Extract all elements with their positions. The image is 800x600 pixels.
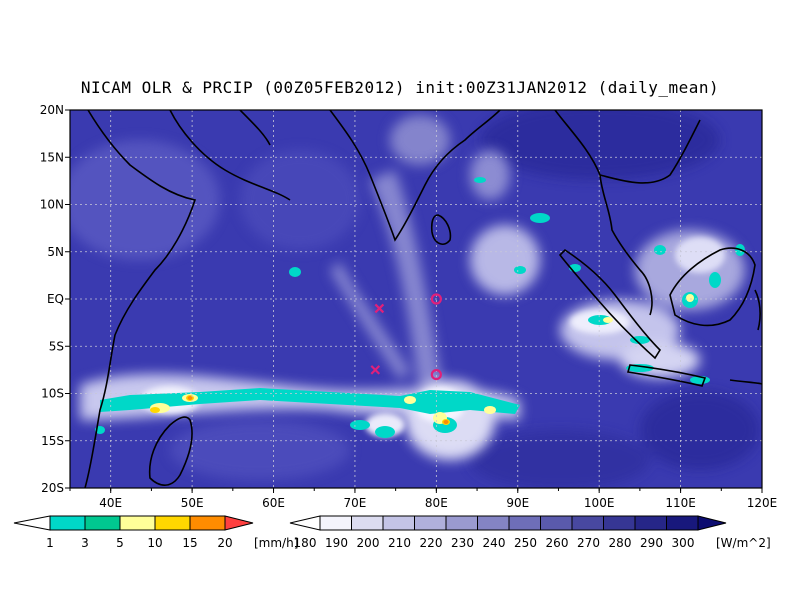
olr-swatch — [508, 515, 541, 531]
lon-label: 120E — [747, 496, 778, 510]
precip-swatch — [189, 515, 226, 531]
lon-label: 60E — [262, 496, 285, 510]
x-marker — [370, 365, 381, 375]
circle-marker — [430, 293, 442, 305]
olr-swatch — [319, 515, 352, 531]
olr-swatch — [603, 515, 636, 531]
olr-swatch — [540, 515, 573, 531]
lat-label: 15N — [40, 150, 64, 164]
precip-swatch — [49, 515, 86, 531]
track-markers — [370, 293, 442, 381]
olr-tick-label: 240 — [483, 536, 506, 550]
lat-label: 15S — [41, 434, 64, 448]
olr-arrow-high — [697, 515, 727, 531]
olr-tick-label: 280 — [609, 536, 632, 550]
precip-blobs — [95, 177, 745, 438]
olr-tick-label: 260 — [546, 536, 569, 550]
precip-tick-label: 3 — [81, 536, 89, 550]
lat-label: EQ — [47, 292, 64, 306]
olr-tick-label: 210 — [388, 536, 411, 550]
lat-label: 10S — [41, 387, 64, 401]
lon-axis-labels: 40E 50E 60E 70E 80E 90E 100E 110E 120E — [99, 496, 777, 510]
lat-label: 5S — [49, 339, 64, 353]
olr-swatch — [571, 515, 604, 531]
olr-colorbar: 180 190 200 210 220 230 240 250 260 270 280 290 300 [… — [289, 515, 771, 550]
precip-arrow-low — [13, 515, 51, 531]
precip-tick-label: 1 — [46, 536, 54, 550]
x-marker — [374, 303, 385, 314]
coastlines — [84, 110, 762, 488]
olr-tick-label: 230 — [451, 536, 474, 550]
precip-swatch — [84, 515, 121, 531]
lon-label: 40E — [99, 496, 122, 510]
lat-label: 10N — [40, 198, 64, 212]
olr-variation — [70, 110, 760, 488]
precip-arrow-high — [224, 515, 254, 531]
lon-label: 70E — [344, 496, 367, 510]
lon-label: 80E — [425, 496, 448, 510]
axis-ticks — [65, 109, 763, 493]
lon-label: 110E — [665, 496, 696, 510]
olr-tick-label: 190 — [325, 536, 348, 550]
precip-tick-label: 20 — [217, 536, 232, 550]
map-title: NICAM OLR & PRCIP (00Z05FEB2012) init:00… — [80, 78, 720, 97]
lon-label: 100E — [584, 496, 615, 510]
olr-swatch — [414, 515, 447, 531]
lat-axis-labels: 20N 15N 10N 5N EQ 5S 10S 15S 20S — [40, 103, 64, 495]
olr-swatch — [445, 515, 478, 531]
olr-tick-label: 290 — [640, 536, 663, 550]
olr-swatch — [351, 515, 384, 531]
lat-label: 20S — [41, 481, 64, 495]
grid-lines — [70, 110, 762, 488]
olr-swatch — [477, 515, 510, 531]
precip-tick-label: 10 — [147, 536, 162, 550]
precip-tick-label: 5 — [116, 536, 124, 550]
precip-colorbar: 1 3 5 10 15 20 [mm/h] — [13, 515, 298, 550]
lon-label: 90E — [506, 496, 529, 510]
precip-tick-label: 15 — [182, 536, 197, 550]
olr-tick-label: 200 — [357, 536, 380, 550]
olr-tick-label: 180 — [294, 536, 317, 550]
circle-marker — [430, 369, 442, 381]
olr-tick-label: 250 — [514, 536, 537, 550]
olr-tick-label: 300 — [672, 536, 695, 550]
lat-label: 5N — [47, 245, 64, 259]
precip-swatch — [119, 515, 156, 531]
precip-unit: [mm/h] — [254, 536, 298, 550]
olr-swatch — [666, 515, 699, 531]
olr-tick-label: 270 — [577, 536, 600, 550]
precip-swatch — [154, 515, 191, 531]
olr-arrow-low — [289, 515, 321, 531]
olr-tick-label: 220 — [420, 536, 443, 550]
olr-swatch — [382, 515, 415, 531]
olr-unit: [W/m^2] — [716, 536, 771, 550]
lat-label: 20N — [40, 103, 64, 117]
lon-label: 50E — [181, 496, 204, 510]
olr-swatch — [634, 515, 667, 531]
